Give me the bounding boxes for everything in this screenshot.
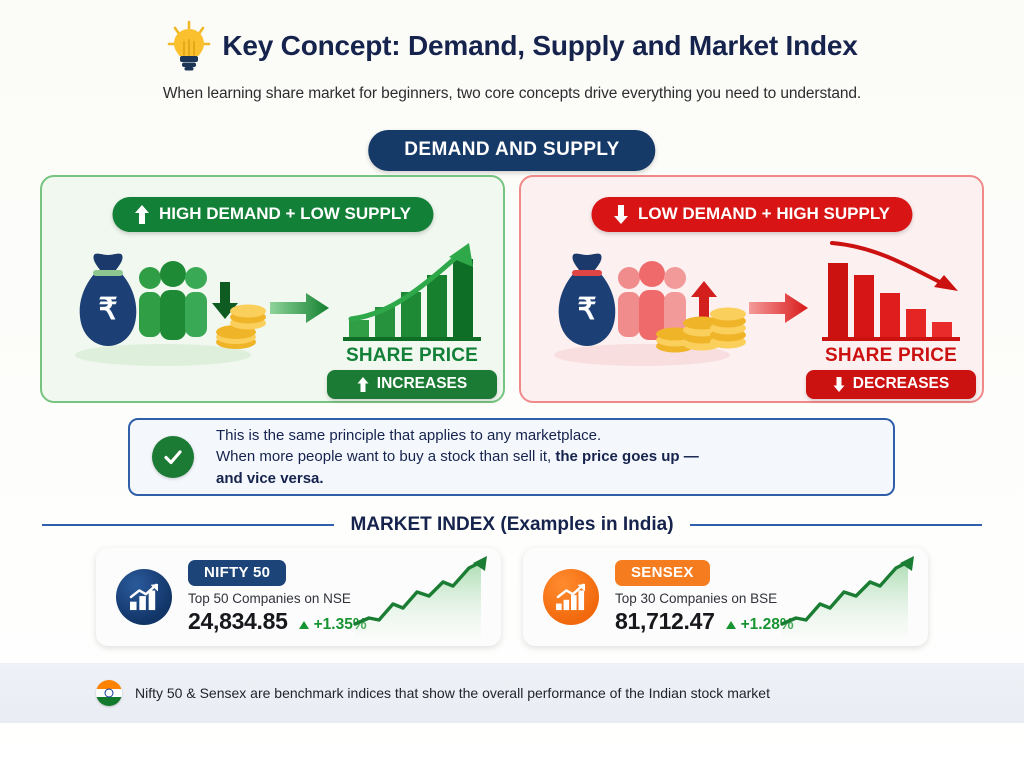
- index-value: 24,834.85: [188, 608, 288, 634]
- india-flag-icon: [96, 680, 122, 706]
- result-badge-label: DECREASES: [852, 375, 950, 392]
- principle-callout: This is the same principle that applies …: [128, 418, 895, 496]
- callout-line-2-bold: the price goes up —: [555, 448, 699, 466]
- footer-band: Nifty 50 & Sensex are benchmark indices …: [0, 663, 1024, 723]
- chart-growth-icon: [543, 569, 599, 625]
- scene-high-demand: ₹: [42, 237, 503, 401]
- page-subtitle: When learning share market for beginners…: [162, 85, 862, 102]
- arrow-down-icon: [613, 204, 628, 224]
- index-subtitle: Top 50 Companies on NSE: [188, 591, 351, 606]
- check-circle-icon: [152, 436, 194, 478]
- svg-text:₹: ₹: [577, 293, 596, 326]
- arrow-up-icon: [357, 376, 369, 392]
- callout-line-3: and vice versa.: [216, 468, 699, 489]
- market-index-title: MARKET INDEX (Examples in India): [350, 514, 674, 535]
- falling-bar-chart-icon: [822, 241, 960, 341]
- share-price-label-green: SHARE PRICE: [345, 345, 479, 366]
- page-title: Key Concept: Demand, Supply and Market I…: [222, 30, 858, 61]
- coin-stack-icon: [216, 304, 266, 349]
- flag-stripe-green: [96, 697, 122, 706]
- money-people-coins-group-green: ₹: [75, 253, 266, 366]
- panel-low-demand-high-supply: LOW DEMAND + HIGH SUPPLY ₹: [519, 175, 984, 403]
- demand-and-supply-pill: DEMAND AND SUPPLY: [368, 130, 656, 171]
- demand-supply-panels: HIGH DEMAND + LOW SUPPLY ₹: [40, 175, 984, 403]
- result-badge-decreases: DECREASES: [806, 370, 976, 399]
- triangle-up-icon: [298, 621, 309, 629]
- divider-line-right: [689, 524, 983, 526]
- rising-sparkline-icon: [353, 556, 487, 638]
- people-group-icon: [618, 261, 686, 340]
- money-people-coins-group-red: ₹: [554, 253, 746, 366]
- svg-text:₹: ₹: [98, 293, 117, 326]
- ashoka-chakra-icon: [104, 688, 114, 698]
- panel-badge-high-demand: HIGH DEMAND + LOW SUPPLY: [111, 197, 434, 232]
- index-change: +1.28%: [725, 616, 794, 634]
- index-change-label: +1.28%: [740, 616, 794, 633]
- callout-line-1: This is the same principle that applies …: [216, 427, 602, 445]
- lightbulb-icon: [166, 20, 212, 72]
- scene-low-demand: ₹: [521, 237, 982, 401]
- divider-line-left: [42, 524, 335, 526]
- callout-line-2: When more people want to buy a stock tha…: [216, 446, 699, 467]
- result-badge-label: INCREASES: [376, 375, 468, 392]
- callout-line-3-bold: and vice versa.: [216, 469, 324, 487]
- index-value-row: 81,712.47 +1.28%: [615, 608, 794, 635]
- index-change: +1.35%: [298, 616, 367, 634]
- index-name-badge: NIFTY 50: [188, 560, 287, 586]
- flag-stripe-saffron: [96, 680, 122, 689]
- coin-stack-icon: [656, 307, 746, 353]
- panel-high-demand-low-supply: HIGH DEMAND + LOW SUPPLY ₹: [40, 175, 505, 403]
- index-name-badge: SENSEX: [615, 560, 710, 586]
- money-bag-icon: ₹: [558, 253, 616, 346]
- right-arrow-icon-green: [270, 293, 329, 323]
- panel-badge-label: LOW DEMAND + HIGH SUPPLY: [637, 204, 891, 223]
- result-badge-increases: INCREASES: [327, 370, 497, 399]
- header: Key Concept: Demand, Supply and Market I…: [0, 20, 1024, 103]
- index-card-sensex[interactable]: SENSEX Top 30 Companies on BSE 81,712.47…: [523, 548, 928, 646]
- index-card-nifty50[interactable]: NIFTY 50 Top 50 Companies on NSE 24,834.…: [96, 548, 501, 646]
- right-arrow-icon-red: [749, 293, 808, 323]
- card-body-sensex: SENSEX Top 30 Companies on BSE 81,712.47…: [615, 560, 794, 635]
- arrow-up-icon: [134, 204, 149, 224]
- callout-line-2-plain: When more people want to buy a stock tha…: [216, 448, 556, 466]
- footer-text: Nifty 50 & Sensex are benchmark indices …: [135, 685, 770, 701]
- share-price-label-red: SHARE PRICE: [824, 345, 958, 366]
- triangle-up-icon: [725, 621, 736, 629]
- rising-sparkline-icon: [780, 556, 914, 638]
- money-bag-icon: ₹: [79, 253, 137, 346]
- arrow-down-icon: [833, 376, 845, 392]
- panel-badge-low-demand: LOW DEMAND + HIGH SUPPLY: [590, 197, 913, 232]
- index-value: 81,712.47: [615, 608, 715, 634]
- callout-text: This is the same principle that applies …: [216, 425, 699, 489]
- rising-bar-chart-icon: [343, 243, 481, 341]
- index-value-row: 24,834.85 +1.35%: [188, 608, 367, 635]
- up-arrow-icon: [691, 281, 717, 318]
- chart-growth-icon: [116, 569, 172, 625]
- index-cards: NIFTY 50 Top 50 Companies on NSE 24,834.…: [96, 548, 928, 646]
- index-subtitle: Top 30 Companies on BSE: [615, 591, 778, 606]
- card-body-nifty50: NIFTY 50 Top 50 Companies on NSE 24,834.…: [188, 560, 367, 635]
- people-group-icon: [139, 261, 207, 340]
- index-change-label: +1.35%: [313, 616, 367, 633]
- panel-badge-label: HIGH DEMAND + LOW SUPPLY: [158, 204, 412, 223]
- title-row: Key Concept: Demand, Supply and Market I…: [0, 20, 1024, 72]
- market-index-divider: MARKET INDEX (Examples in India): [42, 512, 983, 538]
